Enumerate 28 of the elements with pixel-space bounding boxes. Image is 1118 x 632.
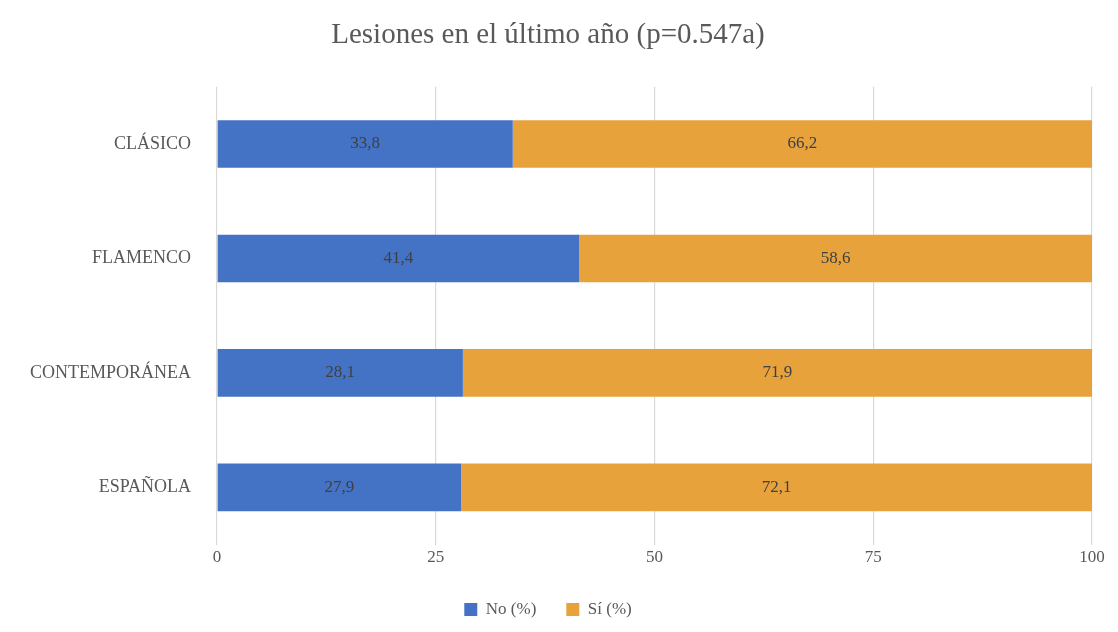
data-label: 41,4 (383, 247, 414, 267)
x-tick-label: 100 (1079, 547, 1105, 567)
y-tick-label: CLÁSICO (113, 131, 192, 153)
bar (217, 349, 463, 397)
data-label: 58,6 (820, 247, 851, 267)
x-tick-label: 75 (864, 547, 882, 567)
data-label: 71,9 (762, 362, 793, 382)
data-label: 28,1 (325, 362, 356, 382)
bar (461, 463, 1092, 512)
x-tick-label: 50 (646, 547, 663, 567)
y-tick-label: FLAMENCO (91, 247, 192, 268)
x-tick-label: 0 (212, 547, 222, 567)
bar (217, 234, 580, 283)
x-tick-label: 25 (427, 547, 445, 567)
y-tick-label: ESPAÑOLA (98, 475, 192, 497)
legend-label: No (%) (485, 598, 537, 618)
data-label: 33,8 (350, 133, 381, 153)
data-label: 66,2 (787, 133, 818, 153)
bar (217, 463, 462, 512)
data-label: 72,1 (761, 476, 792, 496)
legend-label: Sí (%) (587, 598, 632, 618)
data-label: 27,9 (324, 476, 355, 496)
bar (579, 234, 1092, 283)
y-tick-label: CONTEMPORÁNEA (29, 360, 192, 382)
chart-title: Lesiones en el último año (p=0.547a) (331, 17, 765, 51)
bar (512, 120, 1092, 168)
bar (217, 120, 513, 168)
bar (462, 349, 1092, 397)
